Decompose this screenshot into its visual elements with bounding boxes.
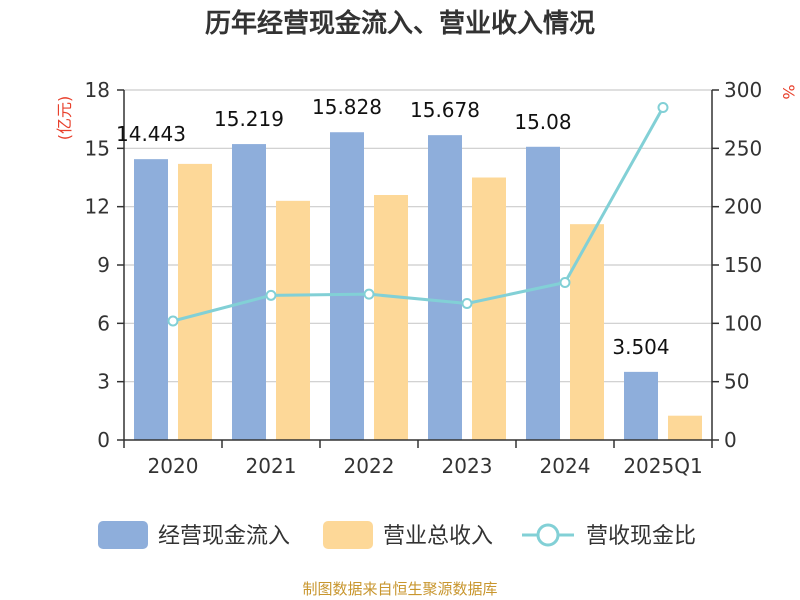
bar-cash-inflow [232, 144, 266, 440]
y-left-tick-label: 15 [85, 136, 110, 160]
legend-swatch-revenue [323, 521, 373, 549]
x-tick-label: 2022 [344, 454, 395, 478]
y-left-tick-label: 6 [97, 311, 110, 335]
data-label-cash-inflow: 15.219 [214, 107, 284, 131]
ratio-series-line [172, 106, 665, 323]
legend-label-revenue: 营业总收入 [383, 524, 493, 549]
bars [134, 132, 702, 441]
data-label-cash-inflow: 15.08 [514, 110, 571, 134]
y-right-tick-label: 150 [724, 253, 762, 277]
y-left-tick-label: 0 [97, 428, 110, 452]
legend-swatch-cash-inflow [98, 521, 148, 549]
x-tick-label: 2025Q1 [623, 454, 702, 478]
y-right-tick-label: 200 [724, 195, 762, 219]
legend-label-ratio: 营收现金比 [586, 524, 696, 549]
x-tick-label: 2023 [442, 454, 493, 478]
data-label-cash-inflow: 15.828 [312, 95, 382, 119]
data-labels: 14.443 15.219 15.828 15.678 15.08 3.504 [116, 95, 670, 359]
ratio-point [167, 315, 179, 327]
legend-item-revenue[interactable]: 营业总收入 [323, 521, 493, 549]
ratio-point [657, 102, 669, 113]
data-label-cash-inflow: 14.443 [116, 122, 186, 146]
y-right-tick-label: 100 [724, 311, 762, 335]
legend-label-cash-inflow: 经营现金流入 [158, 524, 290, 549]
chart-title: 历年经营现金流入、营业收入情况 [205, 8, 595, 39]
bar-cash-inflow [330, 132, 364, 440]
y-right-tick-label: 0 [724, 428, 737, 452]
y-left-tick-label: 18 [85, 78, 110, 102]
bar-cash-inflow [526, 146, 560, 440]
y-right-unit: % [779, 84, 798, 99]
legend-item-cash-inflow[interactable]: 经营现金流入 [98, 521, 290, 549]
bar-cash-inflow [134, 159, 168, 441]
ratio-point [461, 298, 473, 309]
x-tick-label: 2020 [148, 454, 199, 478]
bar-cash-inflow [624, 371, 658, 440]
ratio-point [559, 277, 571, 288]
grid-lines [124, 89, 712, 383]
legend-marker-ratio [536, 523, 560, 547]
y-right-tick-label: 50 [724, 370, 749, 394]
y-left-tick-label: 3 [97, 370, 110, 394]
x-tick-label: 2024 [540, 454, 591, 478]
axes: 0 0 3 50 6 100 9 150 12 200 15 250 18 300 2020 2021 2022… [85, 78, 763, 478]
x-tick-label: 2021 [246, 454, 297, 478]
y-left-tick-label: 12 [85, 195, 110, 219]
legend: 经营现金流入 营业总收入 营收现金比 [98, 521, 696, 549]
y-left-unit: (亿元) [55, 96, 74, 141]
bar-revenue [276, 200, 310, 440]
bar-cash-inflow [428, 135, 462, 440]
ratio-line [167, 102, 669, 327]
ratio-point [265, 289, 277, 301]
bar-revenue [570, 224, 604, 440]
y-left-tick-label: 9 [97, 253, 110, 277]
data-label-cash-inflow: 15.678 [410, 98, 480, 122]
bar-revenue [374, 195, 408, 440]
data-source-note: 制图数据来自恒生聚源数据库 [302, 580, 497, 598]
bar-revenue [668, 415, 702, 440]
y-right-tick-label: 250 [724, 136, 762, 160]
data-label-cash-inflow: 3.504 [612, 335, 669, 359]
ratio-point [363, 288, 375, 300]
y-right-tick-label: 300 [724, 78, 762, 102]
legend-item-ratio[interactable]: 营收现金比 [522, 523, 696, 549]
bar-revenue [178, 163, 212, 440]
bar-revenue [472, 177, 506, 440]
